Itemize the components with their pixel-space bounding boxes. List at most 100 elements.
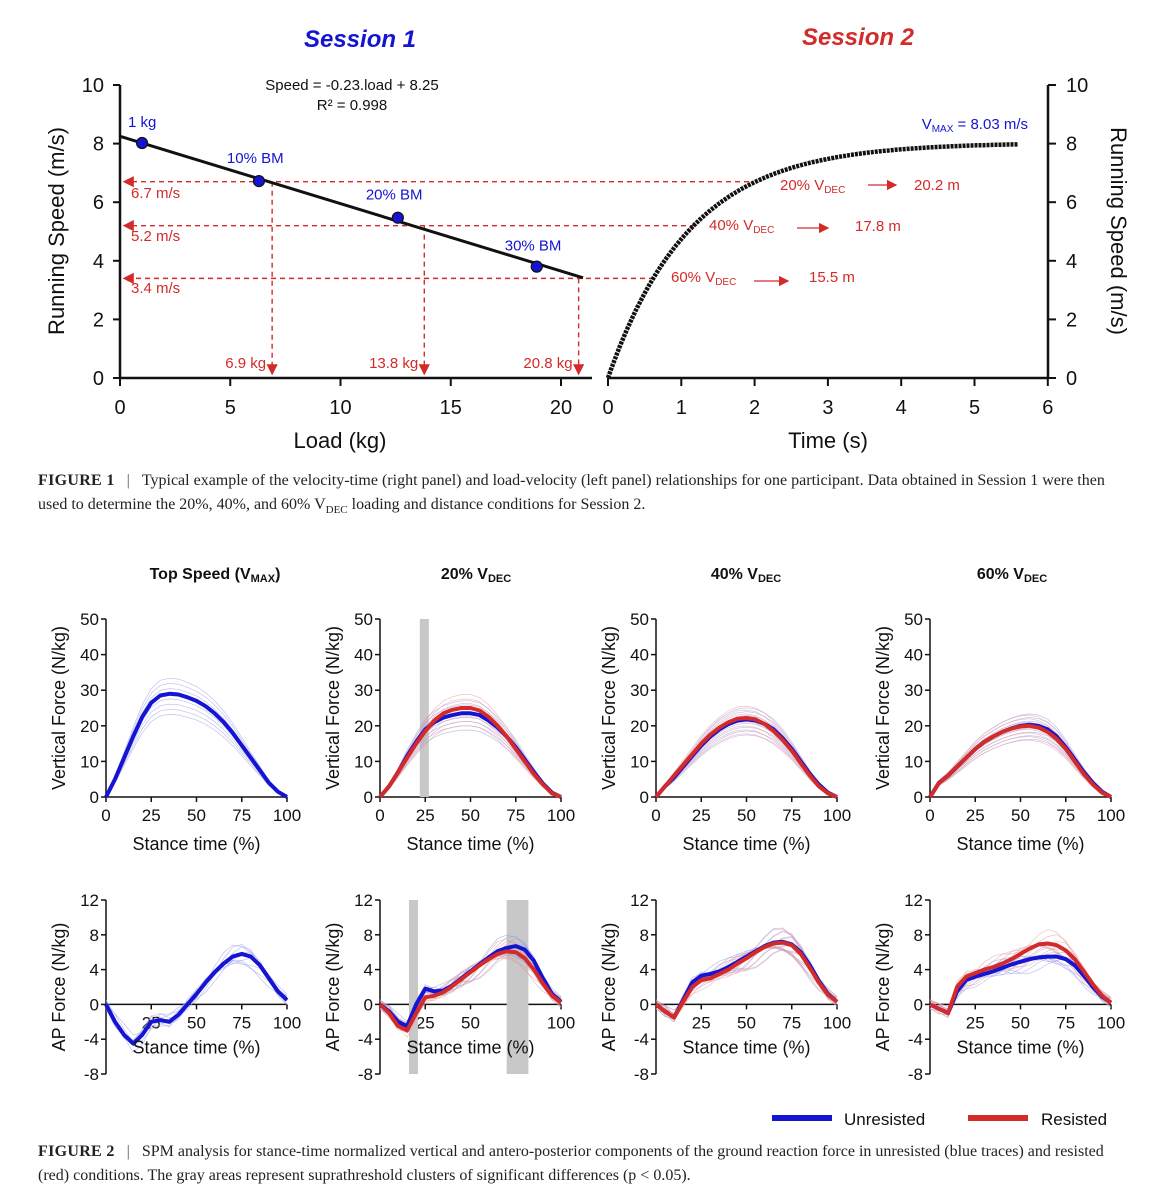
ytick-label: 40: [80, 646, 99, 665]
individual-trace: [929, 736, 1112, 798]
xtick-label: 100: [823, 806, 851, 825]
ytick-label: 30: [630, 681, 649, 700]
vertical-ylabel: Vertical Force (N/kg): [49, 626, 69, 790]
right-ytick-label: 6: [1066, 192, 1077, 214]
individual-trace: [379, 700, 562, 798]
vertical-force-panel: 0 10 20 30 40 50 0 25 50 75 100 Vertical Force (N/k…: [323, 610, 575, 854]
xtick-label: 75: [1056, 1013, 1075, 1032]
xtick-label: 50: [1011, 806, 1030, 825]
xtick-label: 25: [416, 1013, 435, 1032]
left-ytick-label: 0: [93, 368, 104, 390]
stance-time-xlabel: Stance time (%): [956, 1037, 1084, 1057]
fit-line: [119, 134, 584, 280]
right-xtick-label: 0: [602, 397, 613, 419]
xtick-label: 25: [966, 1013, 985, 1032]
left-ytick-label: 6: [93, 192, 104, 214]
ytick-label: 50: [630, 610, 649, 629]
vertical-ylabel: Vertical Force (N/kg): [323, 626, 343, 790]
resisted-mean-trace: [929, 941, 1113, 1016]
legend-label-resisted: Resisted: [1041, 1110, 1107, 1129]
individual-trace: [655, 733, 838, 798]
ytick-label: 4: [640, 961, 649, 980]
ytick-label: 10: [354, 752, 373, 771]
ytick-label: 10: [80, 752, 99, 771]
ytick-label: 0: [364, 788, 373, 807]
xtick-label: 100: [823, 1013, 851, 1032]
data-point: [135, 136, 149, 150]
xtick-label: 25: [416, 806, 435, 825]
data-point-label: 20% BM: [366, 187, 423, 204]
ytick-label: 20: [630, 717, 649, 736]
ytick-label: 0: [640, 995, 649, 1014]
stance-time-xlabel: Stance time (%): [406, 834, 534, 854]
reference-lines: 6.7 m/s 6.9 kg 5.2 m/s 13.8 kg 3.4 m/s 20.8 k…: [122, 176, 749, 376]
figure1-caption-text: Typical example of the velocity-time (ri…: [38, 472, 1105, 513]
load-reference-label: 13.8 kg: [369, 355, 418, 372]
ytick-label: -8: [634, 1065, 649, 1084]
right-axis-ticks: 0 2 4 6 8 10 0 1 2 3 4 5 6: [602, 75, 1088, 419]
xtick-label: 100: [1097, 1013, 1125, 1032]
individual-trace: [105, 714, 288, 798]
xtick-label: 75: [232, 806, 251, 825]
ytick-label: 50: [80, 610, 99, 629]
panel-title-20: 20% VDEC: [441, 566, 511, 585]
stance-time-xlabel: Stance time (%): [132, 834, 260, 854]
unresisted-mean-trace: [104, 951, 289, 1046]
individual-trace: [379, 938, 562, 1023]
ytick-label: 4: [364, 961, 373, 980]
individual-trace: [929, 724, 1112, 798]
ytick-label: 0: [914, 788, 923, 807]
vertical-ylabel: Vertical Force (N/kg): [599, 626, 619, 790]
individual-trace: [655, 729, 838, 798]
ytick-label: 40: [354, 646, 373, 665]
right-xtick-label: 3: [822, 397, 833, 419]
xtick-label: 25: [142, 806, 161, 825]
stance-time-xlabel: Stance time (%): [682, 834, 810, 854]
left-xtick-label: 10: [329, 397, 351, 419]
xtick-label: 0: [651, 806, 660, 825]
individual-trace: [929, 720, 1112, 798]
xtick-label: 50: [1011, 1013, 1030, 1032]
xtick-label: 50: [187, 806, 206, 825]
ytick-label: -4: [908, 1030, 923, 1049]
ytick-label: 8: [640, 926, 649, 945]
individual-trace: [105, 698, 288, 798]
right-xlabel: Time (s): [788, 428, 868, 453]
ytick-label: 0: [914, 995, 923, 1014]
ap-ylabel: AP Force (N/kg): [323, 923, 343, 1052]
ytick-label: 10: [904, 752, 923, 771]
xtick-label: 25: [692, 806, 711, 825]
xtick-label: 75: [232, 1013, 251, 1032]
xtick-label: 75: [782, 806, 801, 825]
ytick-label: 8: [364, 926, 373, 945]
regression-r2: R² = 0.998: [317, 97, 387, 114]
ytick-label: 20: [354, 717, 373, 736]
speed-reference-label: 5.2 m/s: [131, 228, 180, 245]
panel-titles: Top Speed (VMAX) 20% VDEC 40% VDEC 60% V…: [150, 566, 1048, 585]
xtick-label: 100: [273, 1013, 301, 1032]
ytick-label: -8: [84, 1065, 99, 1084]
left-axes: [118, 85, 592, 380]
legend: Unresisted Resisted: [772, 1110, 1107, 1129]
xtick-label: 75: [506, 806, 525, 825]
left-ytick-label: 8: [93, 134, 104, 156]
ytick-label: 10: [630, 752, 649, 771]
velocity-time-curve: [605, 142, 1019, 379]
xtick-label: 50: [461, 806, 480, 825]
figure2-caption-label: FIGURE 2: [38, 1143, 115, 1160]
right-xtick-label: 4: [896, 397, 907, 419]
spm-cluster: [408, 900, 419, 1074]
right-ytick-label: 4: [1066, 251, 1077, 273]
data-point: [252, 175, 266, 188]
panel-title-vmax: Top Speed (VMAX): [150, 566, 281, 585]
vdec-60-label: 60% VDEC: [671, 269, 736, 288]
vertical-ylabel: Vertical Force (N/kg): [873, 626, 893, 790]
ytick-label: -8: [908, 1065, 923, 1084]
ytick-label: 50: [354, 610, 373, 629]
individual-trace: [105, 677, 288, 798]
ytick-label: 4: [90, 961, 99, 980]
individual-trace: [655, 947, 838, 1016]
